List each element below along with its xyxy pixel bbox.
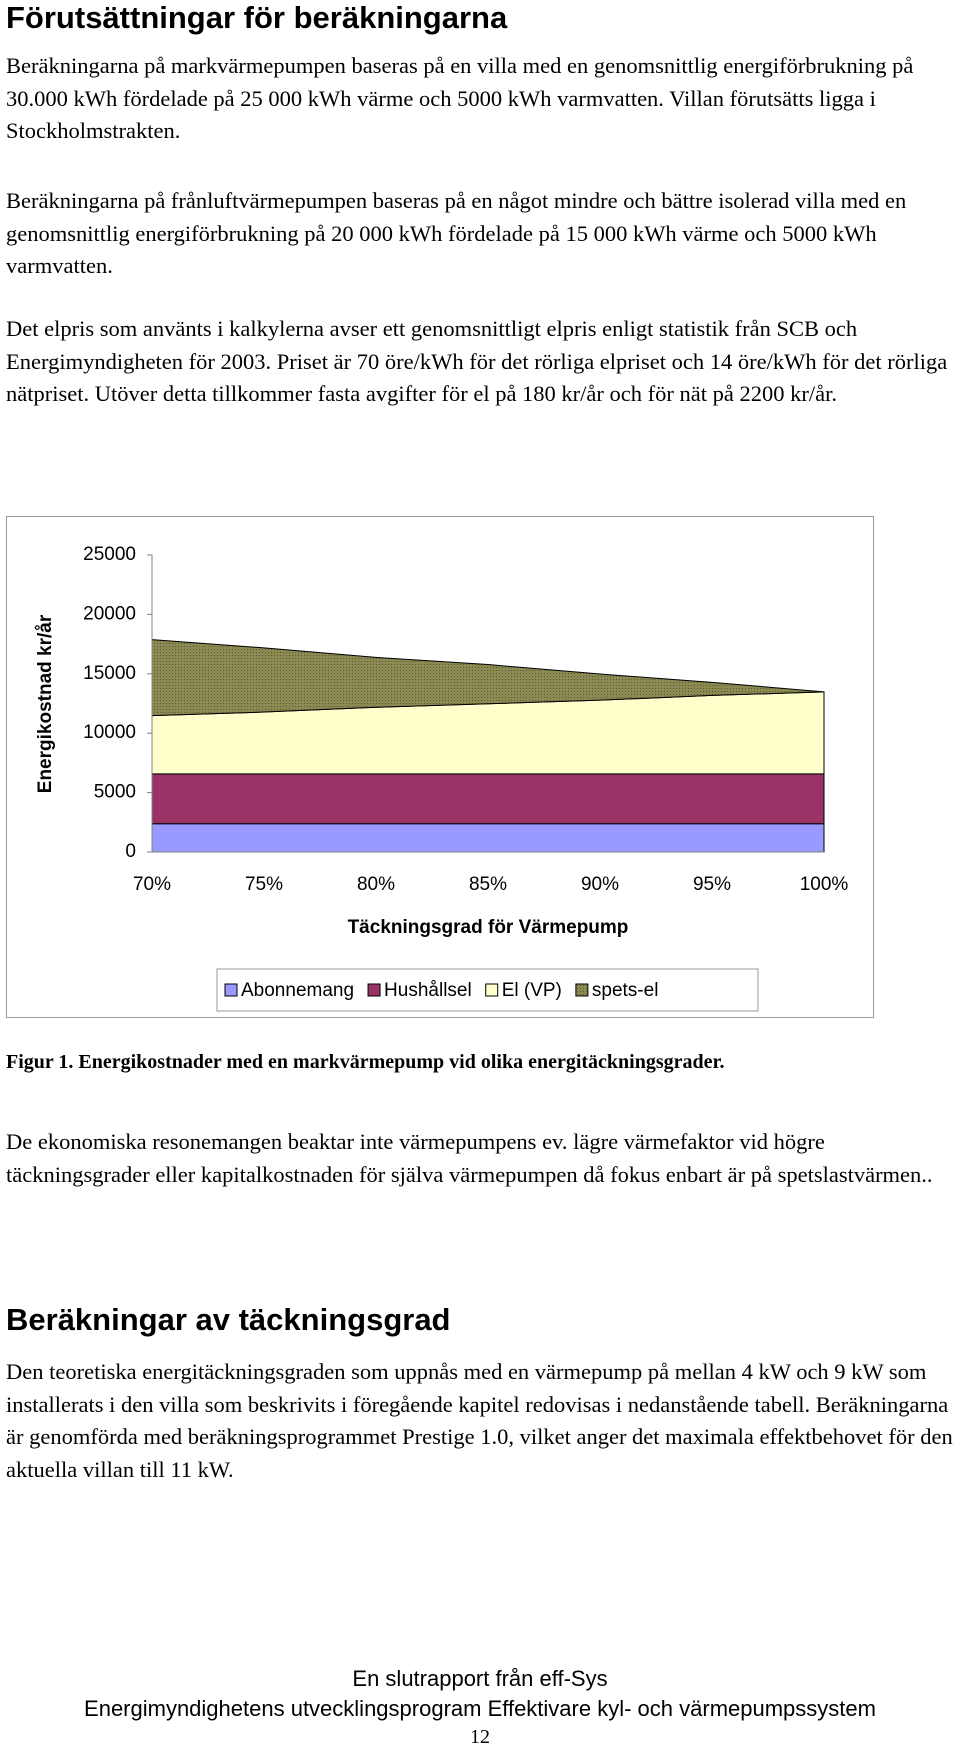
paragraph: Beräkningarna på markvärmepumpen baseras… (6, 53, 914, 143)
y-tick-label: 15000 (83, 663, 136, 684)
y-tick-label: 5000 (94, 782, 136, 803)
x-axis-title: Täckningsgrad för Värmepump (348, 917, 629, 938)
x-tick-label: 90% (581, 874, 619, 895)
x-tick-label: 80% (357, 874, 395, 895)
y-tick-label: 20000 (83, 603, 136, 624)
chart: Energikostnad kr/år Täckningsgrad för Vä… (35, 544, 849, 1012)
legend-swatch (224, 983, 238, 997)
heading: Beräkningar av täckningsgrad (6, 1302, 451, 1337)
y-tick-label: 0 (125, 841, 136, 862)
legend-label: spets-el (592, 980, 659, 1001)
area (151, 823, 825, 853)
x-tick-label: 95% (693, 874, 731, 895)
legend-label: Abonnemang (241, 980, 354, 1001)
paragraph: Den teoretiska energitäckningsgraden som… (6, 1359, 953, 1482)
area (151, 773, 825, 825)
footer-line: Energimyndighetens utvecklingsprogram Ef… (84, 1696, 876, 1721)
heading: Förutsättningar för beräkningarna (6, 0, 508, 35)
legend-label: Hushållsel (384, 980, 472, 1001)
x-tick-label: 100% (800, 874, 849, 895)
paragraph: De ekonomiska resonemangen beaktar inte … (6, 1129, 933, 1187)
y-axis-title: Energikostnad kr/år (35, 614, 56, 793)
paragraph: Det elpris som använts i kalkylerna avse… (6, 316, 948, 406)
figure-caption: Figur 1. Energikostnader med en markvärm… (6, 1051, 725, 1073)
legend-swatch (575, 983, 589, 997)
x-tick-label: 75% (245, 874, 283, 895)
area (151, 639, 825, 717)
legend-swatch (485, 983, 499, 997)
x-tick-label: 85% (469, 874, 507, 895)
chart-frame: Energikostnad kr/år Täckningsgrad för Vä… (6, 516, 874, 1018)
x-tick-label: 70% (133, 874, 171, 895)
footer-line: En slutrapport från eff-Sys (352, 1666, 608, 1691)
legend-label: El (VP) (502, 980, 562, 1001)
y-tick-label: 25000 (83, 544, 136, 565)
y-tick-label: 10000 (83, 722, 136, 743)
legend-swatch (367, 983, 381, 997)
paragraph: Beräkningarna på frånluftvärmepumpen bas… (6, 188, 907, 278)
page-number: 12 (470, 1726, 490, 1748)
